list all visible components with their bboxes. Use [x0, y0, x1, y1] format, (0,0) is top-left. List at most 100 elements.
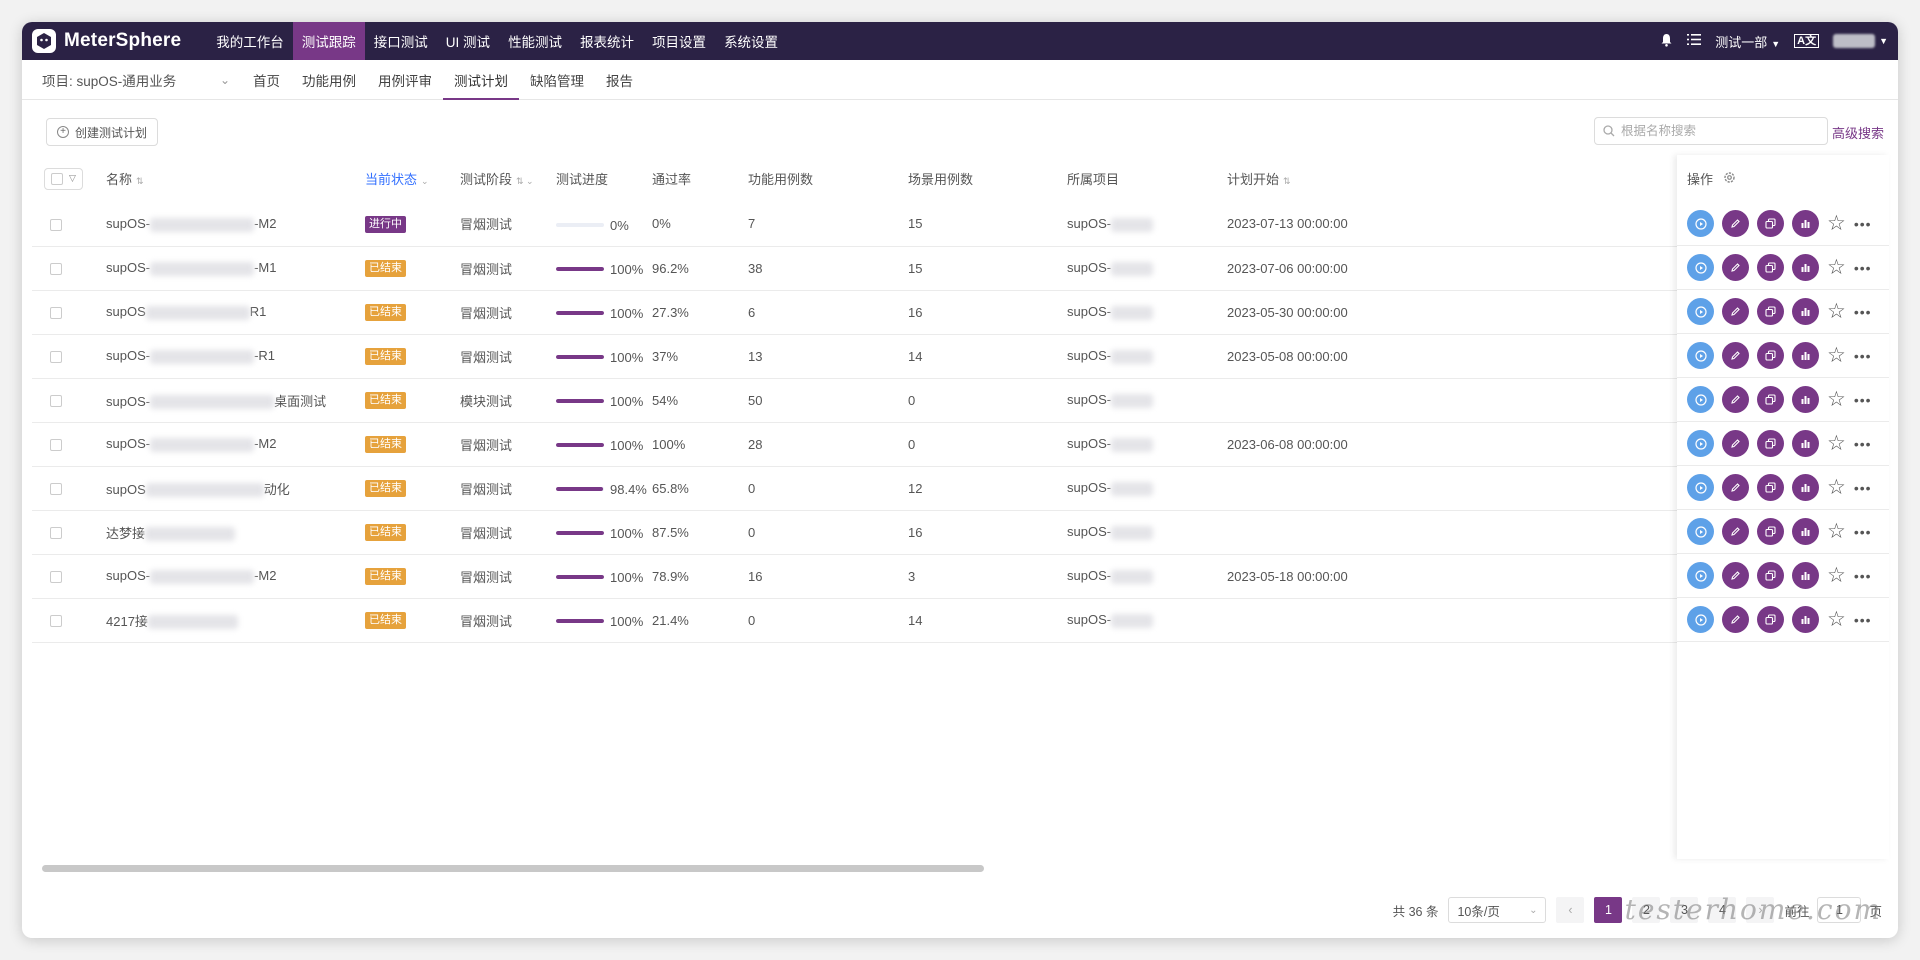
language-icon[interactable]: A文 — [1794, 34, 1820, 48]
copy-button[interactable] — [1757, 298, 1784, 325]
more-icon[interactable]: ••• — [1853, 479, 1872, 496]
edit-button[interactable] — [1722, 518, 1749, 545]
copy-button[interactable] — [1757, 210, 1784, 237]
sub-tab[interactable]: 报告 — [606, 73, 633, 89]
copy-button[interactable] — [1757, 474, 1784, 501]
row-checkbox[interactable] — [50, 615, 62, 628]
copy-button[interactable] — [1757, 430, 1784, 457]
plan-name[interactable]: 4217接 — [106, 598, 365, 642]
report-button[interactable] — [1792, 430, 1819, 457]
report-button[interactable] — [1792, 474, 1819, 501]
sub-tab[interactable]: 缺陷管理 — [530, 73, 584, 89]
table-row[interactable]: supOS- -M2 已结束 冒烟测试 100% 78.9% 16 3 supOS- 2023-0… — [32, 554, 1677, 598]
plan-name[interactable]: supOS- -M2 — [106, 554, 365, 598]
table-row[interactable]: 4217接 已结束 冒烟测试 100% 21.4% 0 14 supOS- — [32, 598, 1677, 642]
edit-button[interactable] — [1722, 606, 1749, 633]
run-button[interactable] — [1687, 298, 1714, 325]
more-icon[interactable]: ••• — [1853, 611, 1872, 628]
run-button[interactable] — [1687, 474, 1714, 501]
plan-name[interactable]: supOS- -M2 — [106, 422, 365, 466]
edit-button[interactable] — [1722, 254, 1749, 281]
report-button[interactable] — [1792, 298, 1819, 325]
report-button[interactable] — [1792, 562, 1819, 589]
header-name[interactable]: 名称 ⇅ — [106, 155, 365, 202]
report-button[interactable] — [1792, 386, 1819, 413]
sub-tab[interactable]: 首页 — [253, 73, 280, 89]
row-checkbox[interactable] — [50, 263, 62, 276]
table-row[interactable]: supOS- -M1 已结束 冒烟测试 100% 96.2% 38 15 supOS- 2023-… — [32, 246, 1677, 290]
table-row[interactable]: supOS- -M2 已结束 冒烟测试 100% 100% 28 0 supOS- 2023-06… — [32, 422, 1677, 466]
copy-button[interactable] — [1757, 562, 1784, 589]
page-size-select[interactable]: 10条/页 ⌄ — [1448, 897, 1547, 923]
plan-name[interactable]: supOS R1 — [106, 290, 365, 334]
page-number[interactable]: 4 — [1708, 897, 1737, 923]
header-plan-start[interactable]: 计划开始 ⇅ — [1227, 155, 1677, 202]
run-button[interactable] — [1687, 430, 1714, 457]
copy-button[interactable] — [1757, 518, 1784, 545]
star-icon[interactable]: ☆ — [1827, 256, 1846, 279]
row-checkbox[interactable] — [50, 395, 62, 408]
edit-button[interactable] — [1722, 474, 1749, 501]
next-page-button[interactable]: › — [1746, 897, 1775, 923]
sort-icon[interactable]: ⇅ — [1283, 176, 1291, 186]
star-icon[interactable]: ☆ — [1827, 608, 1846, 631]
more-icon[interactable]: ••• — [1853, 303, 1872, 320]
star-icon[interactable]: ☆ — [1827, 300, 1846, 323]
star-icon[interactable]: ☆ — [1827, 212, 1846, 235]
more-icon[interactable]: ••• — [1853, 523, 1872, 540]
table-row[interactable]: 达梦接 已结束 冒烟测试 100% 87.5% 0 16 supOS- — [32, 510, 1677, 554]
scrollbar-thumb[interactable] — [42, 865, 984, 872]
top-menu-item[interactable]: 我的工作台 — [216, 35, 284, 50]
run-button[interactable] — [1687, 562, 1714, 589]
advanced-search-link[interactable]: 高级搜索 — [1831, 126, 1884, 141]
top-menu-item[interactable]: 接口测试 — [373, 35, 428, 50]
sort-icon[interactable]: ⇅ ⌄ — [516, 176, 534, 186]
report-button[interactable] — [1792, 518, 1819, 545]
plan-name[interactable]: supOS- -M2 — [106, 202, 365, 246]
run-button[interactable] — [1687, 254, 1714, 281]
edit-button[interactable] — [1722, 386, 1749, 413]
table-row[interactable]: supOS 动化 已结束 冒烟测试 98.4% 65.8% 0 12 supOS- — [32, 466, 1677, 510]
run-button[interactable] — [1687, 210, 1714, 237]
edit-button[interactable] — [1722, 210, 1749, 237]
run-button[interactable] — [1687, 606, 1714, 633]
row-checkbox[interactable] — [50, 571, 62, 584]
report-button[interactable] — [1792, 342, 1819, 369]
page-number[interactable]: 2 — [1632, 897, 1661, 923]
row-checkbox[interactable] — [50, 307, 62, 320]
star-icon[interactable]: ☆ — [1827, 476, 1846, 499]
edit-button[interactable] — [1722, 562, 1749, 589]
select-all-dropdown[interactable]: ▽ — [44, 167, 83, 190]
top-menu-item[interactable]: UI 测试 — [445, 35, 491, 50]
row-checkbox[interactable] — [50, 527, 62, 540]
top-menu-item[interactable]: 报表统计 — [580, 35, 635, 50]
edit-button[interactable] — [1722, 298, 1749, 325]
more-icon[interactable]: ••• — [1853, 435, 1872, 452]
copy-button[interactable] — [1757, 254, 1784, 281]
row-checkbox[interactable] — [50, 483, 62, 496]
horizontal-scrollbar[interactable] — [42, 865, 1887, 873]
select-all-checkbox[interactable] — [51, 172, 63, 185]
column-settings-icon[interactable] — [1723, 171, 1736, 187]
sort-icon[interactable]: ⇅ — [136, 176, 144, 186]
report-button[interactable] — [1792, 210, 1819, 237]
more-icon[interactable]: ••• — [1853, 215, 1872, 232]
plan-name[interactable]: supOS- 桌面测试 — [106, 378, 365, 422]
more-icon[interactable]: ••• — [1853, 347, 1872, 364]
report-button[interactable] — [1792, 606, 1819, 633]
table-row[interactable]: supOS- 桌面测试 已结束 模块测试 100% 54% 50 0 supOS- — [32, 378, 1677, 422]
header-stage[interactable]: 测试阶段 ⇅ ⌄ — [460, 155, 556, 202]
prev-page-button[interactable]: ‹ — [1556, 897, 1585, 923]
sub-tab[interactable]: 用例评审 — [378, 73, 432, 89]
project-selector[interactable]: 项目: supOS-通用业务 ⌄ — [42, 70, 242, 90]
copy-button[interactable] — [1757, 342, 1784, 369]
plan-name[interactable]: supOS 动化 — [106, 466, 365, 510]
more-icon[interactable]: ••• — [1853, 567, 1872, 584]
brand-logo[interactable]: MeterSphere — [32, 29, 181, 53]
create-test-plan-button[interactable]: + 创建测试计划 — [46, 118, 159, 146]
star-icon[interactable]: ☆ — [1827, 388, 1846, 411]
sub-tab[interactable]: 功能用例 — [302, 73, 356, 89]
star-icon[interactable]: ☆ — [1827, 344, 1846, 367]
top-menu-item[interactable]: 系统设置 — [724, 35, 779, 50]
table-row[interactable]: supOS- -R1 已结束 冒烟测试 100% 37% 13 14 supOS- 2023-05… — [32, 334, 1677, 378]
